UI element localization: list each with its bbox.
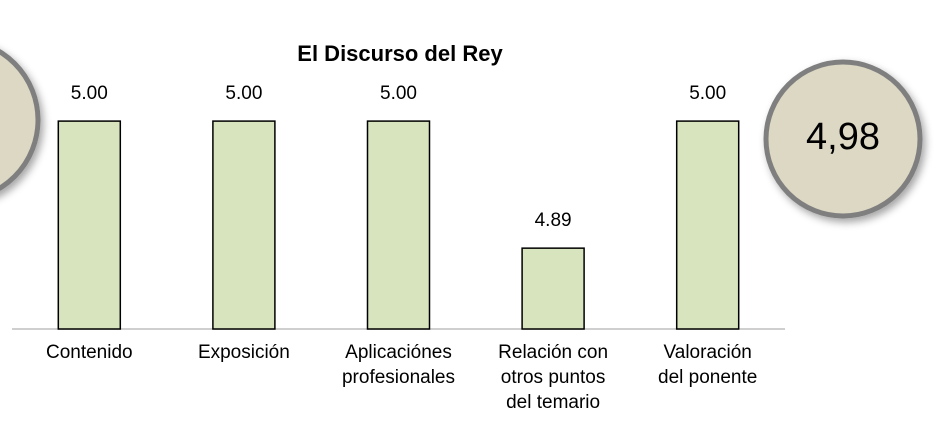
x-tick-label: Relación con otros puntos del temario [498,342,609,413]
score-text: 4,98 [806,116,880,158]
score-badge [763,59,923,219]
left-badge [0,49,41,191]
bar [212,120,276,330]
value-label: 5.00 [225,83,262,104]
value-label: 5.00 [71,83,108,104]
value-label: 5.00 [380,83,417,104]
x-tick-label: Valoración del ponente [658,342,758,388]
bar [366,120,431,330]
chart-title: El Discurso del Rey [297,41,503,66]
bar [57,120,122,330]
x-tick-label: Exposición [197,342,290,363]
x-tick-label: Contenido [45,342,133,363]
bar [675,120,740,330]
x-tick-label: Aplicaciónes profesionales [341,342,456,388]
value-label: 5.00 [689,83,726,104]
bar [521,247,585,330]
value-label: 4.89 [535,210,572,231]
